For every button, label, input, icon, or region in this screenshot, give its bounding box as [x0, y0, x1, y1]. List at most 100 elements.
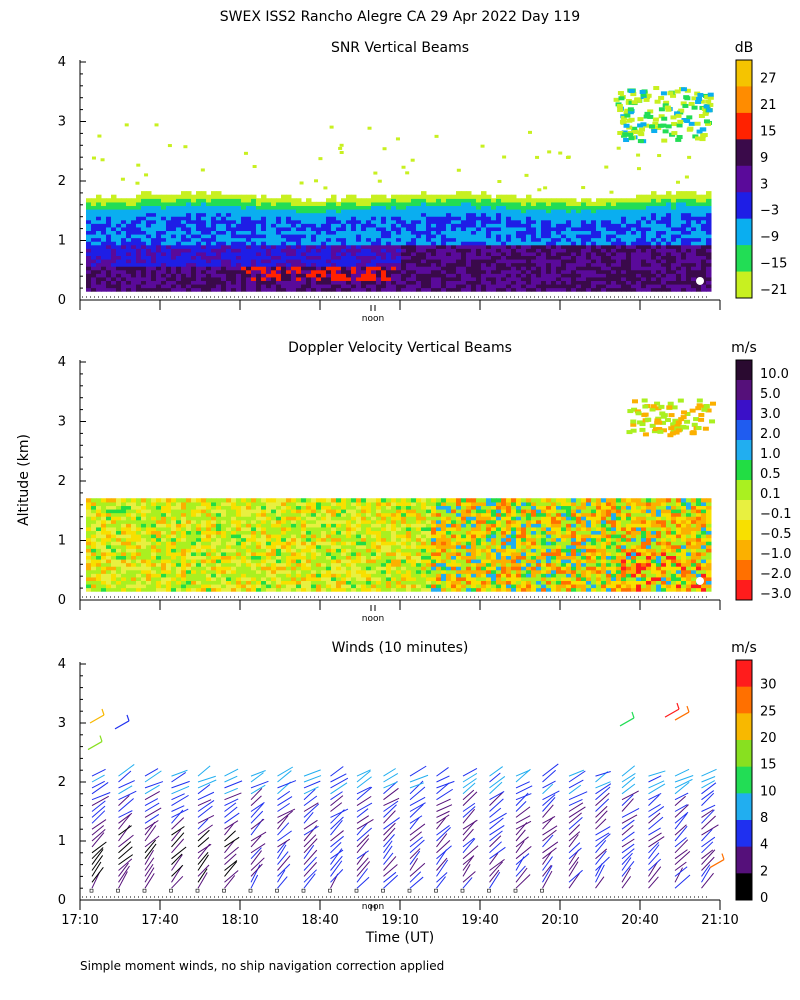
snr-cell	[446, 212, 452, 217]
snr-cell	[636, 244, 642, 249]
snr-cell	[451, 287, 457, 292]
snr-cell	[491, 233, 497, 239]
doppler-cell	[156, 508, 162, 514]
snr-cell	[186, 258, 192, 264]
snr-cell	[346, 287, 352, 292]
snr-cell	[436, 212, 442, 217]
doppler-cell	[221, 537, 227, 542]
snr-cell	[231, 208, 237, 214]
doppler-cell	[136, 562, 142, 567]
snr-cell	[501, 233, 507, 239]
snr-cell	[371, 244, 377, 249]
colorbar-swatch	[736, 500, 752, 521]
snr-cell	[191, 208, 197, 214]
doppler-cell	[186, 583, 192, 589]
doppler-cell	[186, 587, 192, 592]
snr-cell	[456, 230, 462, 235]
snr-cell	[486, 216, 492, 221]
snr-cell	[441, 198, 447, 203]
doppler-cell	[231, 566, 237, 571]
doppler-cell	[236, 516, 242, 521]
doppler-cell	[261, 508, 267, 514]
snr-cell	[676, 230, 682, 235]
snr-cell	[636, 226, 642, 232]
snr-cell	[306, 208, 312, 214]
snr-cell	[221, 244, 227, 249]
snr-cell	[156, 219, 162, 224]
snr-cell	[301, 283, 307, 289]
x-tick-label: 20:40	[621, 913, 658, 928]
snr-cell	[211, 241, 217, 246]
snr-cell	[586, 237, 592, 242]
snr-cell	[701, 255, 707, 260]
doppler-cell	[196, 587, 202, 592]
snr-cell	[416, 276, 422, 281]
snr-cell	[191, 255, 197, 260]
snr-cell	[206, 248, 212, 253]
snr-cell	[426, 258, 432, 264]
doppler-cell	[131, 573, 137, 578]
doppler-cell	[226, 530, 232, 535]
snr-cell	[96, 280, 102, 285]
snr-cell	[656, 244, 662, 249]
snr-cell	[226, 205, 232, 210]
snr-cell	[511, 212, 517, 217]
snr-cell	[691, 244, 697, 249]
doppler-cell	[296, 501, 302, 507]
doppler-cell	[206, 526, 212, 532]
doppler-cell	[276, 516, 282, 521]
snr-cell	[596, 237, 602, 242]
snr-cell	[601, 248, 607, 253]
snr-cell	[301, 223, 307, 228]
doppler-cell	[196, 523, 202, 528]
doppler-cell	[276, 544, 282, 549]
doppler-cell	[256, 541, 262, 546]
snr-cell	[341, 223, 347, 228]
snr-cell	[156, 273, 162, 278]
snr-cell	[126, 212, 132, 217]
snr-cell	[626, 266, 632, 271]
doppler-cell	[161, 508, 167, 514]
doppler-cell	[136, 516, 142, 521]
snr-cell	[86, 198, 92, 203]
snr-cell	[471, 230, 477, 235]
snr-cell	[666, 233, 672, 239]
snr-cell	[671, 251, 677, 257]
snr-cell	[306, 212, 312, 217]
doppler-cell	[131, 512, 137, 517]
snr-cell	[136, 273, 142, 278]
snr-cell	[611, 237, 617, 242]
snr-cell	[526, 233, 532, 239]
snr-cell	[301, 212, 307, 217]
snr-cell	[546, 201, 552, 207]
doppler-cell	[156, 566, 162, 571]
snr-cell	[96, 262, 102, 267]
doppler-cell	[291, 587, 297, 592]
doppler-cell	[301, 569, 307, 574]
snr-cell	[556, 201, 562, 207]
snr-cell	[311, 287, 317, 292]
snr-cell	[301, 219, 307, 224]
snr-speckle	[314, 179, 319, 183]
doppler-cell	[126, 498, 132, 503]
snr-cell	[596, 244, 602, 249]
snr-cell	[206, 201, 212, 207]
snr-cell	[101, 216, 107, 221]
snr-cell	[426, 216, 432, 221]
snr-cell	[481, 258, 487, 264]
snr-cell	[596, 269, 602, 274]
snr-cell	[681, 205, 687, 210]
snr-cell	[551, 287, 557, 292]
snr-cell	[646, 233, 652, 239]
snr-cell	[226, 262, 232, 267]
colorbar-swatch	[736, 60, 752, 87]
doppler-cell	[211, 548, 217, 553]
snr-cloud-cell	[671, 131, 678, 136]
snr-cell	[191, 280, 197, 285]
snr-cell	[651, 266, 657, 271]
snr-cell	[211, 205, 217, 210]
doppler-cell	[166, 523, 172, 528]
snr-cell	[551, 266, 557, 271]
snr-cell	[331, 201, 337, 207]
snr-cell	[336, 219, 342, 224]
